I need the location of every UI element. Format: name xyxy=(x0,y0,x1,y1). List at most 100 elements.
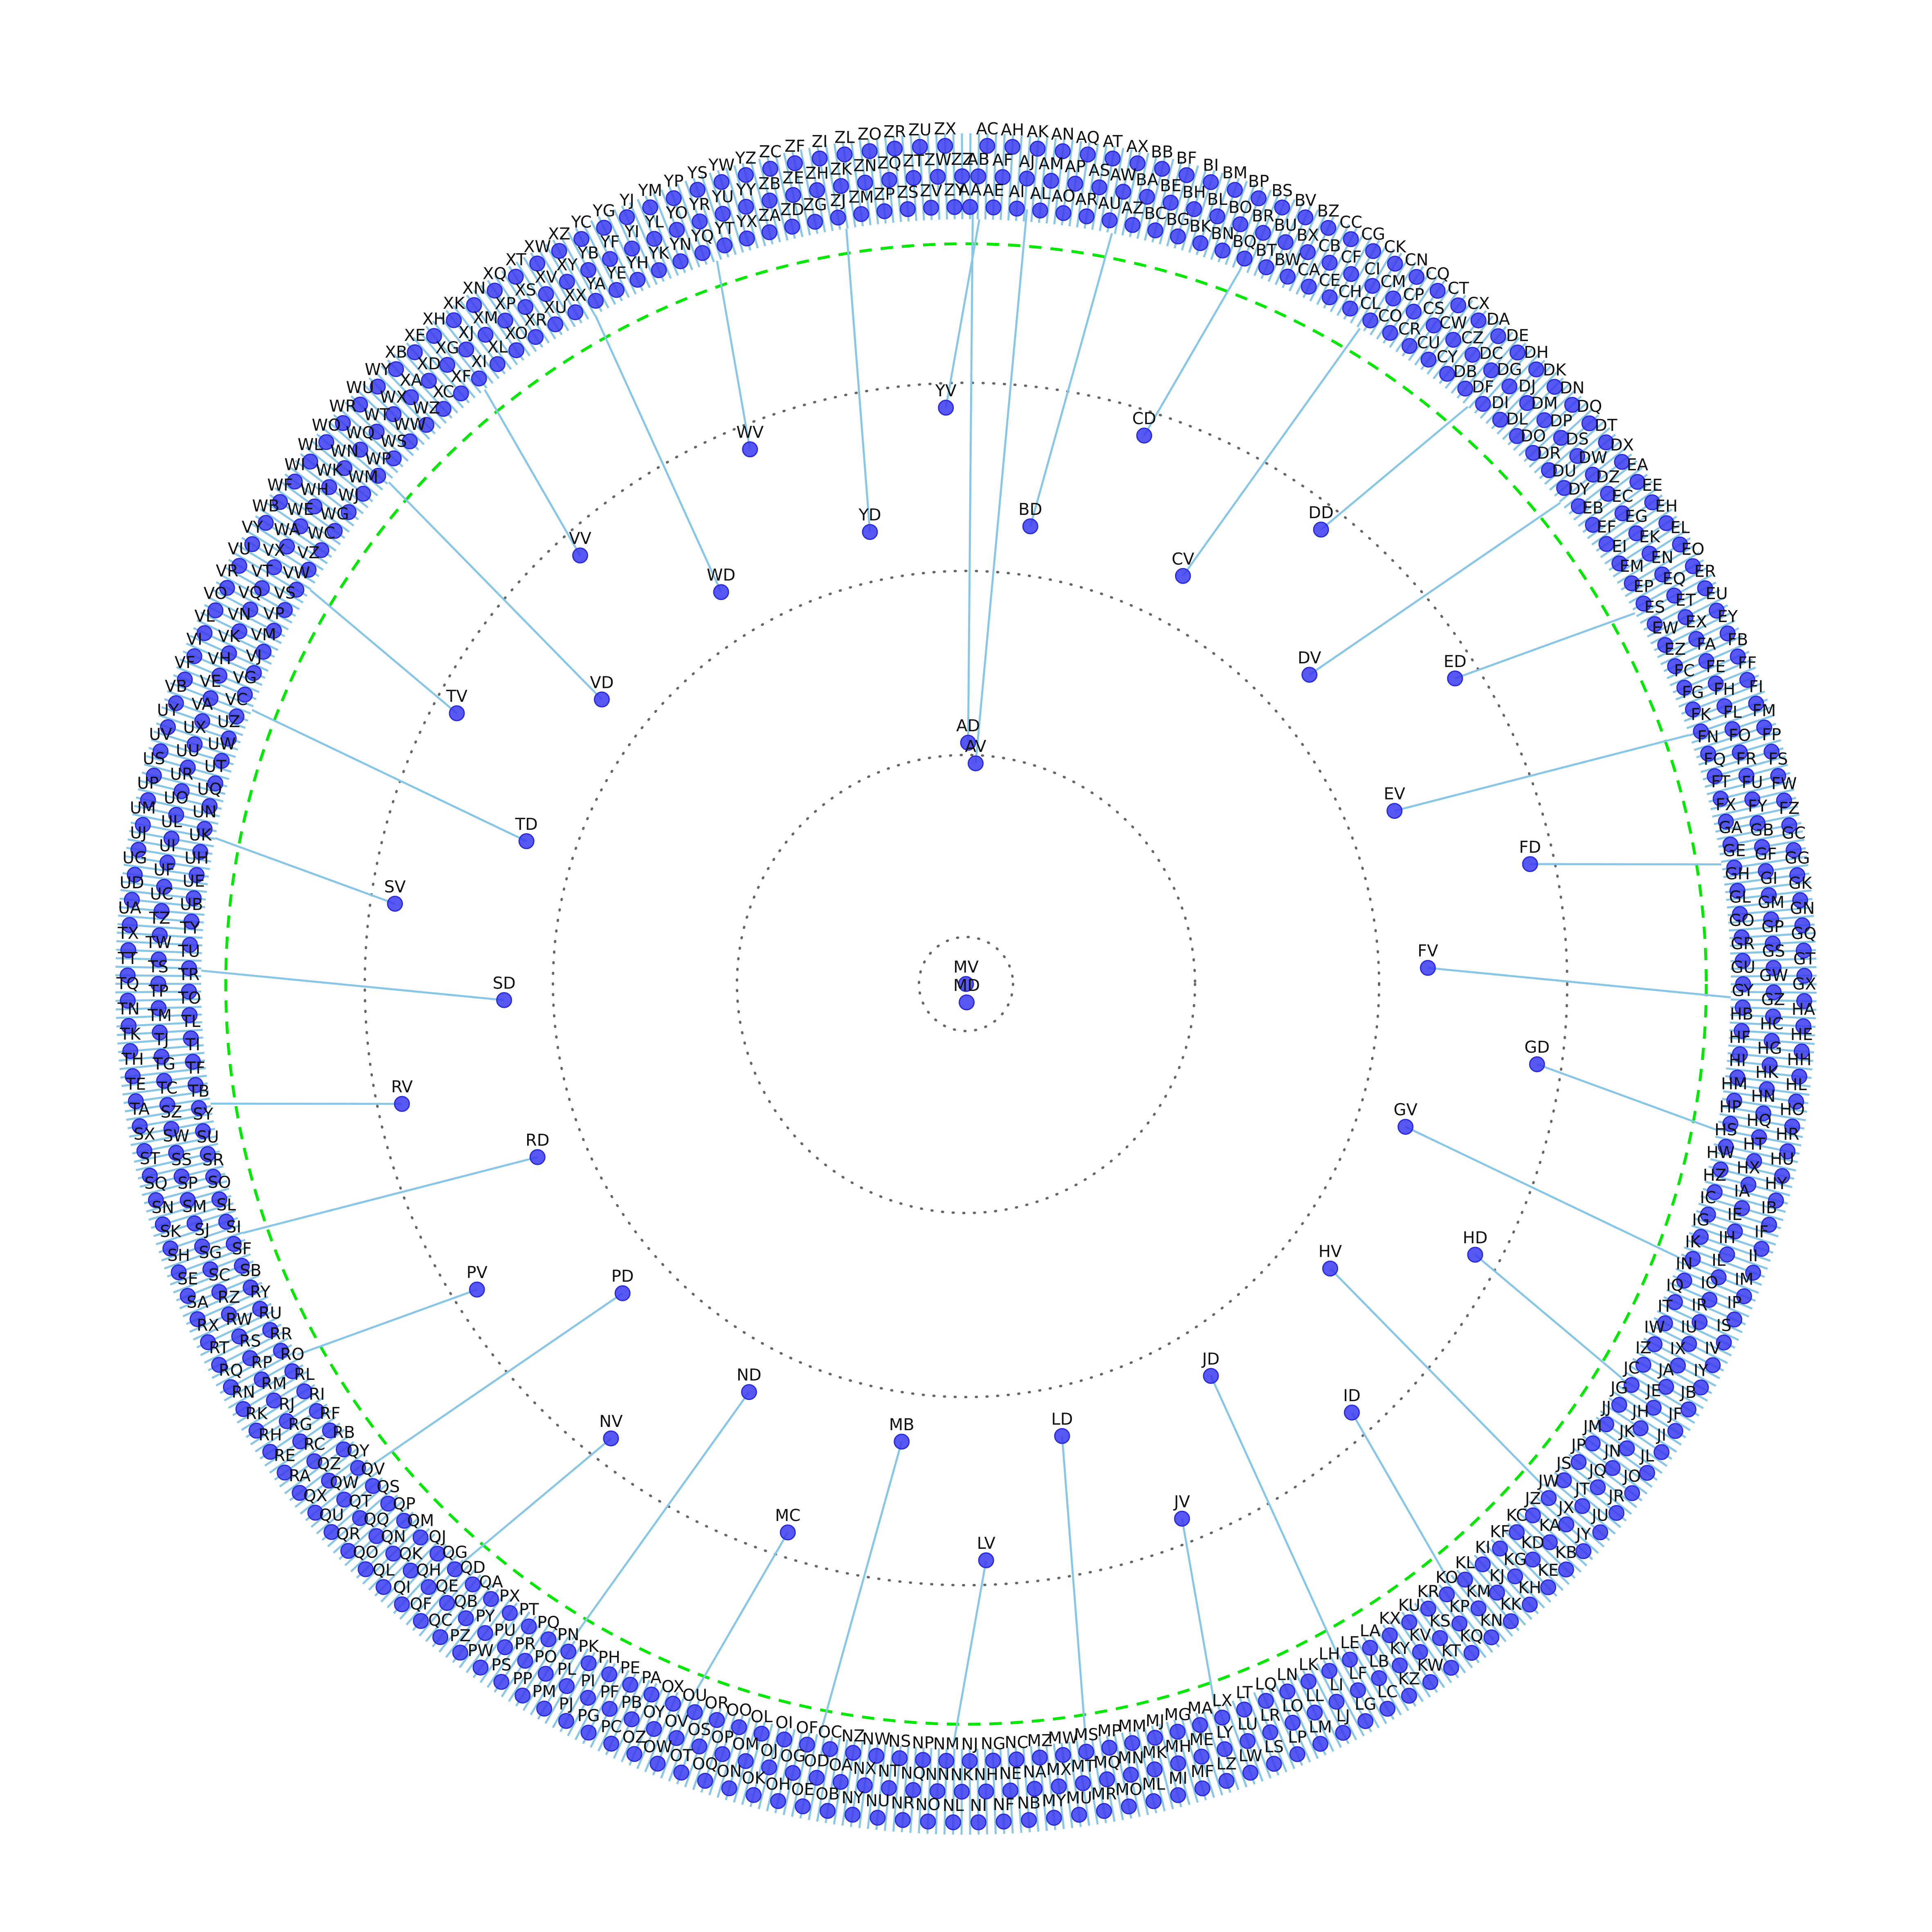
node-lw xyxy=(1242,1764,1258,1781)
node-js xyxy=(1556,1472,1572,1488)
node-fp xyxy=(1764,744,1780,760)
node-jc xyxy=(1623,1377,1640,1393)
label-sd: SD xyxy=(493,974,516,993)
node-ox xyxy=(665,1696,681,1712)
node-pu xyxy=(497,1639,513,1656)
label-an: AN xyxy=(1051,125,1074,144)
node-er xyxy=(1697,580,1713,596)
node-ur xyxy=(173,783,190,799)
node-rx xyxy=(200,1334,216,1350)
node-nt xyxy=(881,1780,897,1796)
label-xf: XF xyxy=(451,367,471,386)
label-bz: BZ xyxy=(1317,202,1339,220)
label-vm: VM xyxy=(251,626,276,645)
label-xi: XI xyxy=(471,352,487,371)
label-jo: JO xyxy=(1622,1467,1641,1486)
label-fz: FZ xyxy=(1779,799,1799,818)
node-mn xyxy=(1123,1766,1139,1783)
node-kg xyxy=(1507,1568,1523,1584)
node-ll xyxy=(1307,1704,1323,1721)
label-hl: HL xyxy=(1786,1076,1807,1094)
node-qs xyxy=(380,1496,396,1512)
label-me: ME xyxy=(1189,1730,1214,1749)
node-nk xyxy=(954,1784,970,1800)
node-yc xyxy=(573,231,590,247)
label-ey: EY xyxy=(1717,607,1738,626)
label-lf: LF xyxy=(1349,1664,1367,1683)
node-ww xyxy=(402,433,418,449)
node-zq xyxy=(881,172,897,188)
node-yk xyxy=(651,262,667,279)
node-ac xyxy=(979,138,995,154)
label-sm: SM xyxy=(182,1197,207,1216)
label-dr: DR xyxy=(1537,444,1561,463)
node-pl xyxy=(559,1678,575,1694)
label-gx: GX xyxy=(1792,975,1816,994)
node-gn xyxy=(1794,917,1811,934)
label-nl: NL xyxy=(943,1796,964,1815)
label-cb: CB xyxy=(1318,236,1341,255)
label-gb: GB xyxy=(1750,821,1774,840)
label-hc: HC xyxy=(1760,1015,1784,1033)
label-zi: ZI xyxy=(812,132,828,151)
node-ux xyxy=(186,736,203,753)
label-nc: NC xyxy=(1005,1733,1029,1752)
label-wt: WT xyxy=(364,405,390,424)
label-gh: GH xyxy=(1725,865,1750,883)
node-em xyxy=(1624,575,1640,591)
label-lw: LW xyxy=(1238,1746,1262,1765)
node-dc xyxy=(1483,362,1499,378)
node-mq xyxy=(1099,1771,1115,1788)
node-hl xyxy=(1788,1094,1804,1110)
node-jp xyxy=(1570,1454,1587,1470)
label-yr: YR xyxy=(689,195,710,214)
label-dw: DW xyxy=(1579,449,1607,467)
label-dc: DC xyxy=(1479,344,1503,363)
label-ll: LL xyxy=(1305,1686,1324,1705)
node-fr xyxy=(1738,768,1755,784)
node-gs xyxy=(1766,960,1782,976)
node-ol xyxy=(753,1725,770,1742)
node-xk xyxy=(446,312,462,328)
node-kc xyxy=(1509,1524,1525,1540)
label-kv: KV xyxy=(1409,1626,1431,1644)
node-ak xyxy=(1029,140,1046,157)
label-zk: ZK xyxy=(830,160,853,179)
node-cf xyxy=(1343,266,1359,282)
label-xu: XU xyxy=(544,298,567,317)
label-tj: TJ xyxy=(154,1031,169,1049)
node-pe xyxy=(622,1676,638,1693)
label-la: LA xyxy=(1360,1622,1381,1640)
node-ck xyxy=(1387,256,1403,272)
node-tc xyxy=(159,1097,175,1113)
label-rl: RL xyxy=(294,1365,315,1384)
node-tu xyxy=(181,960,197,976)
edge-jd xyxy=(1210,1375,1338,1653)
node-tr xyxy=(181,984,197,1000)
label-vz: VZ xyxy=(297,544,320,562)
label-nz: NZ xyxy=(841,1727,865,1746)
label-xh: XH xyxy=(422,310,446,328)
node-sq xyxy=(148,1192,164,1208)
edge-ad xyxy=(967,207,974,743)
node-su xyxy=(200,1146,216,1162)
node-ys xyxy=(690,182,706,198)
label-dk: DK xyxy=(1543,361,1567,380)
node-tb xyxy=(191,1100,207,1116)
node-na xyxy=(1027,1781,1043,1797)
node-cr xyxy=(1401,338,1418,354)
edge-mb xyxy=(819,1441,903,1735)
node-vd xyxy=(594,691,610,708)
node-ez xyxy=(1667,658,1683,674)
label-bi: BI xyxy=(1203,156,1219,175)
label-hf: HF xyxy=(1729,1028,1751,1047)
node-yu xyxy=(714,206,731,222)
node-co xyxy=(1382,325,1398,341)
label-pk: PK xyxy=(578,1637,600,1656)
node-ou xyxy=(687,1704,703,1721)
node-nu xyxy=(869,1810,886,1826)
label-cg: CG xyxy=(1361,225,1385,244)
label-lv: LV xyxy=(977,1534,996,1553)
node-dk xyxy=(1546,379,1563,395)
label-ky: KY xyxy=(1390,1639,1410,1658)
